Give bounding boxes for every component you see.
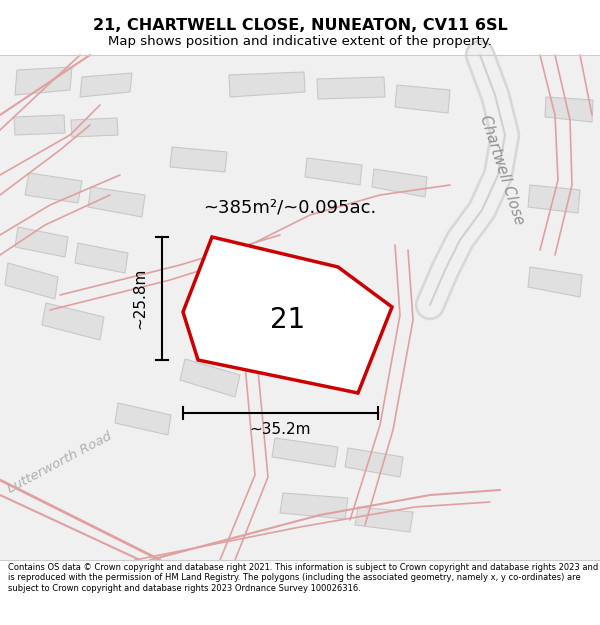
Polygon shape	[317, 77, 385, 99]
Polygon shape	[88, 187, 145, 217]
Polygon shape	[395, 85, 450, 113]
Polygon shape	[25, 173, 82, 203]
Polygon shape	[183, 237, 392, 393]
Polygon shape	[528, 267, 582, 297]
Polygon shape	[272, 438, 338, 467]
Polygon shape	[170, 147, 227, 172]
Text: ~385m²/~0.095ac.: ~385m²/~0.095ac.	[203, 198, 377, 216]
Text: Map shows position and indicative extent of the property.: Map shows position and indicative extent…	[108, 34, 492, 48]
Text: Chartwell Close: Chartwell Close	[477, 113, 527, 227]
Polygon shape	[15, 227, 68, 257]
Polygon shape	[14, 115, 65, 135]
Bar	[0, 560, 600, 625]
Polygon shape	[71, 118, 118, 137]
Text: Lutterworth Road: Lutterworth Road	[5, 430, 115, 496]
Polygon shape	[528, 185, 580, 213]
Text: Contains OS data © Crown copyright and database right 2021. This information is : Contains OS data © Crown copyright and d…	[8, 563, 598, 592]
Polygon shape	[5, 263, 58, 299]
Polygon shape	[229, 72, 305, 97]
Polygon shape	[15, 67, 72, 95]
Polygon shape	[280, 493, 348, 519]
Bar	[0, 0, 600, 55]
Text: ~25.8m: ~25.8m	[133, 268, 148, 329]
Polygon shape	[180, 359, 240, 397]
Text: ~35.2m: ~35.2m	[250, 422, 311, 437]
Polygon shape	[75, 243, 128, 273]
Polygon shape	[545, 97, 593, 122]
Polygon shape	[42, 303, 104, 340]
Polygon shape	[372, 169, 427, 197]
Polygon shape	[80, 73, 132, 97]
Text: 21: 21	[271, 306, 305, 334]
Bar	[0, 55, 600, 560]
Polygon shape	[345, 448, 403, 477]
Polygon shape	[305, 158, 362, 185]
Polygon shape	[115, 403, 171, 435]
Polygon shape	[355, 507, 413, 532]
Text: 21, CHARTWELL CLOSE, NUNEATON, CV11 6SL: 21, CHARTWELL CLOSE, NUNEATON, CV11 6SL	[92, 18, 508, 32]
